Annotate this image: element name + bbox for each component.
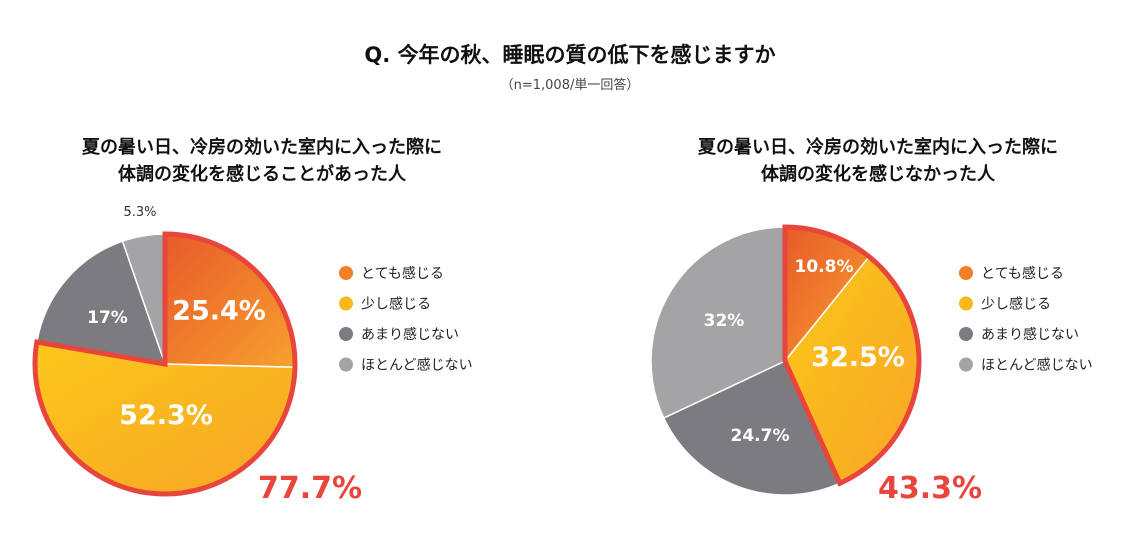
chart-2-data-label-2: 32.5% <box>811 342 905 373</box>
chart-1-legend-swatch-4 <box>339 357 353 372</box>
pie-chart-1: 夏の暑い日、冷房の効いた室内に入った際に 体調の変化を感じることがあった人 25… <box>32 136 473 506</box>
chart-2-legend-swatch-2 <box>959 296 973 311</box>
chart-1-legend-swatch-3 <box>339 327 353 341</box>
chart-1-data-label-4: 5.3% <box>123 205 156 220</box>
chart-2-slice-3 <box>662 359 841 496</box>
chart-1-legend-label-4: ほとんど感じない <box>361 357 473 374</box>
chart-2-data-label-3: 24.7% <box>731 426 790 446</box>
chart-1-title-line-2: 体調の変化を感じることがあった人 <box>118 163 407 185</box>
chart-1-legend-label-1: とても感じる <box>361 265 444 282</box>
chart-2-slice-4 <box>650 226 786 420</box>
chart-subtitle: （n=1,008/単一回答） <box>501 77 640 93</box>
chart-1-legend-swatch-2 <box>339 296 353 311</box>
chart-1-data-label-1: 25.4% <box>172 295 266 326</box>
chart-1-legend-label-3: あまり感じない <box>361 326 459 343</box>
chart-1-highlight-total: 77.7% <box>258 471 362 506</box>
chart-2-title-line-1: 夏の暑い日、冷房の効いた室内に入った際に <box>698 136 1058 158</box>
chart-1-legend-swatch-1 <box>339 266 353 280</box>
chart-main-title: Q. 今年の秋、睡眠の質の低下を感じますか <box>364 43 775 67</box>
chart-1-highlight-outline <box>32 231 298 497</box>
chart-2-legend-swatch-3 <box>959 327 973 341</box>
chart-2-legend-label-1: とても感じる <box>981 265 1064 282</box>
pie-chart-2: 夏の暑い日、冷房の効いた室内に入った際に 体調の変化を感じなかった人 10.8%… <box>650 136 1093 506</box>
chart-2-highlight-outline <box>782 224 922 487</box>
chart-2-legend-label-4: ほとんど感じない <box>981 357 1093 374</box>
chart-2-legend-swatch-4 <box>959 357 973 372</box>
chart-1-data-label-2: 52.3% <box>119 400 213 431</box>
chart-2-title-line-2: 体調の変化を感じなかった人 <box>761 163 996 185</box>
chart-1-title-line-1: 夏の暑い日、冷房の効いた室内に入った際に <box>82 136 442 158</box>
chart-1-data-label-3: 17% <box>87 308 128 328</box>
chart-2-data-label-1: 10.8% <box>795 257 854 277</box>
chart-2-legend-swatch-1 <box>959 266 973 280</box>
chart-2-data-label-4: 32% <box>704 311 745 331</box>
chart-1-legend-label-2: 少し感じる <box>361 296 431 313</box>
chart-2-legend-label-2: 少し感じる <box>981 296 1051 313</box>
chart-2-highlight-total: 43.3% <box>878 471 982 506</box>
chart-2-legend-label-3: あまり感じない <box>981 326 1079 343</box>
